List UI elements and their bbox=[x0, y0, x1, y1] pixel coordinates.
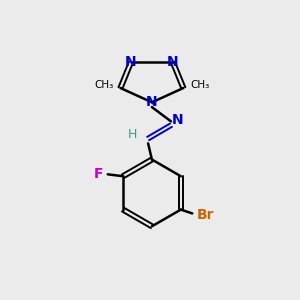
Text: N: N bbox=[146, 95, 158, 109]
Text: CH₃: CH₃ bbox=[94, 80, 114, 90]
Text: H: H bbox=[128, 128, 137, 141]
Text: N: N bbox=[172, 113, 184, 128]
Text: N: N bbox=[167, 55, 179, 69]
Text: F: F bbox=[94, 167, 103, 181]
Text: CH₃: CH₃ bbox=[190, 80, 209, 90]
Text: N: N bbox=[125, 55, 137, 69]
Text: Br: Br bbox=[197, 208, 214, 222]
